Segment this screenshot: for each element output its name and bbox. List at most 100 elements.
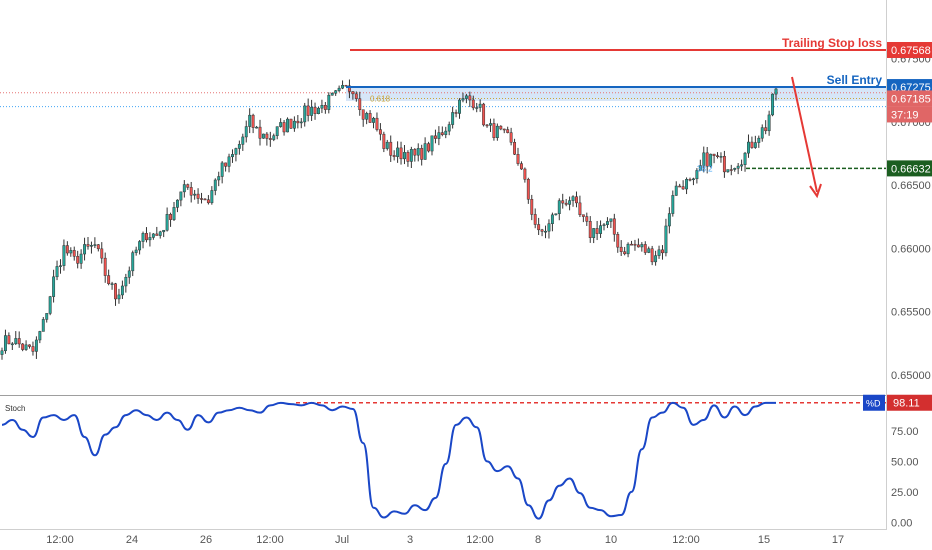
candle-body <box>48 296 52 314</box>
candle-body <box>605 221 609 225</box>
candle-body <box>509 132 513 143</box>
candle-body <box>492 123 496 138</box>
price-tag-value: 37:19 <box>891 109 919 121</box>
candle-body <box>764 127 768 132</box>
candle-body <box>636 244 640 248</box>
candle-body <box>581 214 585 217</box>
candle-body <box>265 133 269 139</box>
candle-body <box>310 106 314 116</box>
candle-body <box>471 99 475 109</box>
stoch-series-label: %D <box>866 399 881 409</box>
candle-body <box>409 149 413 162</box>
candle-body <box>585 216 589 222</box>
candle-body <box>427 143 431 152</box>
candle-body <box>447 124 451 132</box>
candle-body <box>416 148 420 156</box>
candle-body <box>495 125 499 138</box>
candle-body <box>34 339 38 352</box>
candle-body <box>351 91 355 95</box>
candlestick-series <box>0 79 778 360</box>
candle-body <box>544 230 547 233</box>
candle-body <box>654 255 658 263</box>
candle-body <box>193 193 197 196</box>
sell-arrow-shaft <box>791 76 818 193</box>
candle-body <box>3 335 7 352</box>
candle-body <box>588 221 592 238</box>
candle-body <box>489 123 492 126</box>
candle-body <box>158 231 162 236</box>
candle-body <box>7 335 11 345</box>
candle-body <box>79 253 83 264</box>
candle-body <box>475 107 479 109</box>
candle-body <box>131 252 135 272</box>
candle-body <box>83 244 87 255</box>
candle-body <box>740 164 744 167</box>
candle-body <box>127 270 131 278</box>
indicator-title: Stoch <box>5 404 25 413</box>
candle-body <box>530 199 534 215</box>
candle-body <box>358 98 362 110</box>
candle-body <box>464 95 468 99</box>
candle-body <box>38 331 42 341</box>
price-tag-value: 0.67568 <box>891 45 931 57</box>
candle-body <box>299 121 303 124</box>
candle-body <box>519 163 523 170</box>
candle-body <box>361 109 365 120</box>
candle-body <box>110 283 114 285</box>
candle-body <box>571 196 575 201</box>
time-tick-label: 12:00 <box>46 534 74 546</box>
candle-body <box>674 185 678 196</box>
price-tag-box <box>887 160 932 177</box>
candle-body <box>124 276 128 287</box>
stoch-tick-label: 50.00 <box>891 456 919 468</box>
candle-body <box>372 117 375 123</box>
price-tick-label: 0.65500 <box>891 307 931 319</box>
candle-body <box>420 148 424 160</box>
candle-body <box>561 200 565 204</box>
candle-body <box>499 125 503 130</box>
candle-body <box>750 141 754 148</box>
candle-body <box>186 184 190 188</box>
candle-body <box>231 154 234 158</box>
candle-body <box>320 105 324 109</box>
candle-body <box>433 135 437 139</box>
candle-body <box>592 228 596 238</box>
candle-body <box>317 107 320 114</box>
candle-body <box>547 223 551 232</box>
stoch-d-line <box>1 401 776 520</box>
candle-body <box>516 154 520 164</box>
candle-body <box>261 133 265 139</box>
candle-body <box>454 112 458 114</box>
price-tag-box <box>887 106 932 123</box>
candle-body <box>148 237 152 241</box>
candle-body <box>155 233 159 236</box>
candle-body <box>403 152 406 160</box>
candle-body <box>406 152 410 162</box>
candle-body <box>640 244 644 248</box>
candle-body <box>616 234 620 248</box>
candle-body <box>0 350 4 355</box>
time-tick-label: 12:00 <box>466 534 494 546</box>
sell-zone <box>346 87 886 101</box>
candle-body <box>96 244 100 250</box>
candle-body <box>568 200 572 205</box>
candle-body <box>89 245 93 247</box>
candle-body <box>141 233 145 242</box>
candle-body <box>292 120 296 129</box>
candle-body <box>210 190 214 204</box>
candle-body <box>275 126 279 136</box>
price-tick-label: 0.67500 <box>891 54 931 66</box>
candle-body <box>736 165 740 169</box>
candle-body <box>72 250 76 257</box>
candle-body <box>743 152 747 165</box>
candle-body <box>217 176 221 181</box>
candle-body <box>375 117 379 130</box>
candle-body <box>647 248 651 253</box>
candle-body <box>145 233 148 241</box>
candle-body <box>526 179 530 200</box>
price-pane <box>0 0 886 395</box>
candle-body <box>120 285 124 296</box>
candle-body <box>347 85 351 92</box>
candle-body <box>444 130 448 135</box>
candle-body <box>114 283 117 300</box>
